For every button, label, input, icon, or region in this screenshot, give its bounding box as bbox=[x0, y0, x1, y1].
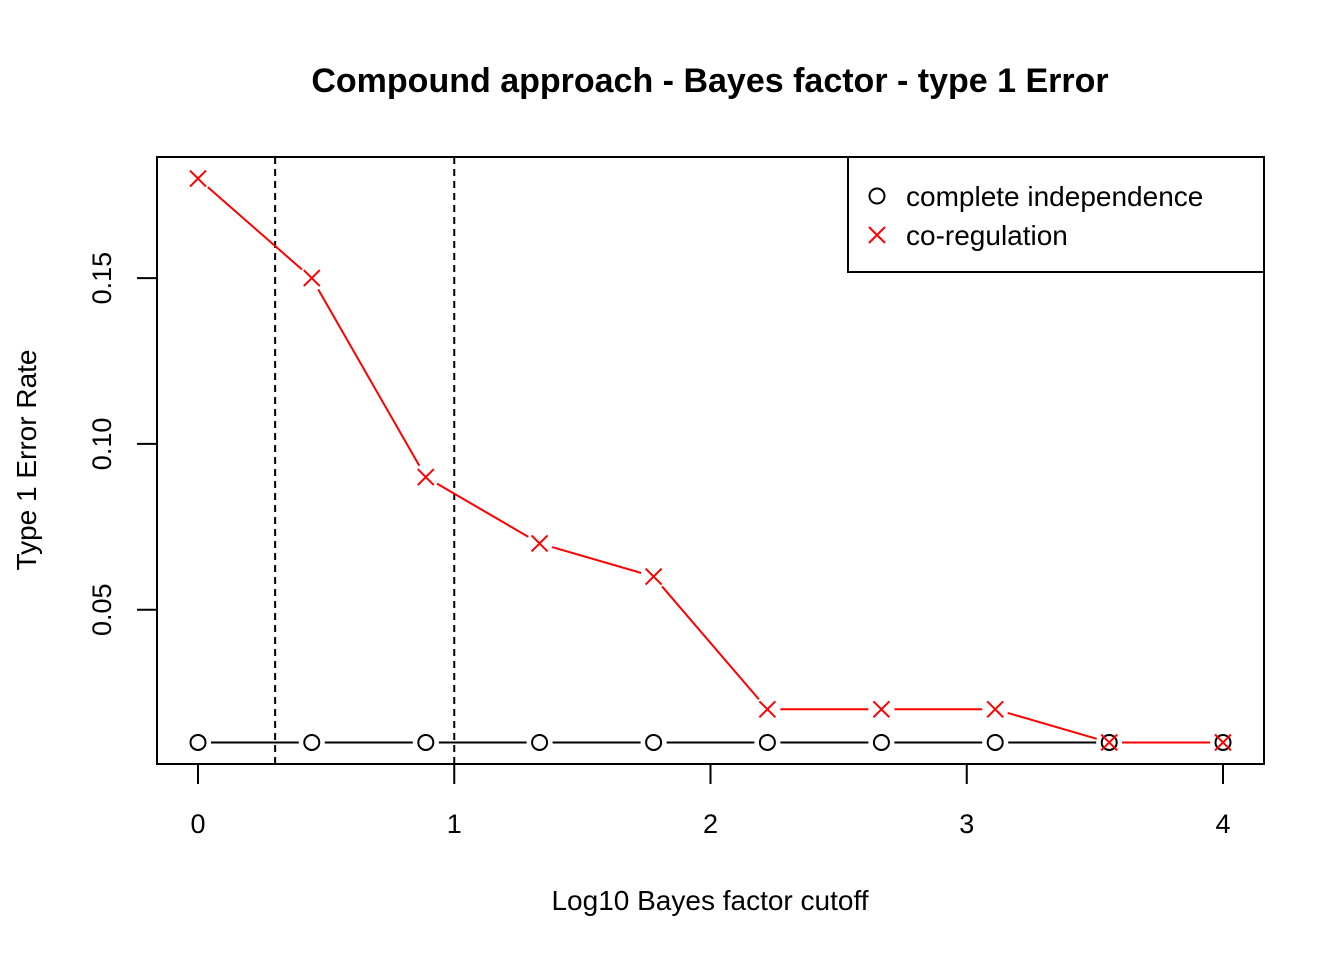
series-0-point bbox=[417, 733, 435, 751]
series-1-segment bbox=[1007, 711, 1098, 740]
legend-marker-complete-independence bbox=[868, 187, 886, 205]
cross-stroke bbox=[1214, 733, 1232, 752]
x-tick-label: 4 bbox=[1215, 809, 1230, 839]
legend-label-complete-independence: complete independence bbox=[906, 181, 1203, 212]
series-1-point bbox=[417, 468, 435, 486]
series-0 bbox=[189, 733, 1232, 751]
y-axis-label: Type 1 Error Rate bbox=[11, 350, 42, 571]
series-1-segment bbox=[551, 546, 642, 574]
cross-stroke bbox=[530, 534, 549, 553]
series-1-point bbox=[530, 534, 549, 553]
legend-box bbox=[847, 156, 1265, 273]
series-0-point bbox=[1214, 733, 1232, 751]
series-1-point bbox=[1100, 733, 1118, 752]
cross-stroke bbox=[189, 169, 207, 188]
series-0-point bbox=[1100, 733, 1118, 751]
series-1-point bbox=[986, 700, 1004, 718]
series-1-point bbox=[758, 700, 777, 718]
series-0-point bbox=[986, 733, 1004, 751]
series-1-segment bbox=[317, 288, 421, 467]
x-tick-label: 0 bbox=[190, 809, 205, 839]
cross-stroke bbox=[872, 700, 891, 718]
series-1-segment bbox=[436, 482, 529, 538]
series-1-segment bbox=[207, 186, 303, 271]
series-1-point bbox=[644, 567, 663, 586]
x-axis-label: Log10 Bayes factor cutoff bbox=[551, 885, 868, 916]
y-axis: 0.05 0.10 0.15 bbox=[87, 252, 158, 636]
series-1 bbox=[189, 169, 1232, 752]
series-1-point bbox=[872, 700, 891, 718]
legend-marker-co-regulation bbox=[868, 226, 886, 244]
cross-stroke bbox=[1100, 733, 1118, 752]
x-tick-label: 2 bbox=[703, 809, 718, 839]
series-0-point bbox=[303, 733, 321, 751]
legend-label-co-regulation: co-regulation bbox=[906, 220, 1068, 251]
chart-title: Compound approach - Bayes factor - type … bbox=[311, 62, 1108, 100]
cross-stroke bbox=[417, 468, 435, 486]
y-tick-label: 0.15 bbox=[87, 252, 117, 305]
y-tick-label: 0.10 bbox=[87, 418, 117, 471]
series-0-point bbox=[872, 733, 890, 751]
series-1-segment bbox=[661, 585, 760, 701]
series-0-point bbox=[645, 733, 663, 751]
series-1-point bbox=[303, 269, 321, 287]
y-tick-label: 0.05 bbox=[87, 583, 117, 636]
series-0-point bbox=[758, 733, 776, 751]
series-layer bbox=[189, 169, 1232, 752]
cross-stroke bbox=[303, 269, 321, 287]
x-tick-label: 1 bbox=[447, 809, 462, 839]
legend: complete independence co-regulation bbox=[847, 156, 1265, 273]
series-0-point bbox=[531, 733, 549, 751]
x-tick-label: 3 bbox=[959, 809, 974, 839]
cross-stroke bbox=[986, 700, 1004, 718]
series-1-point bbox=[1214, 733, 1232, 752]
series-0-point bbox=[189, 733, 207, 751]
series-1-point bbox=[189, 169, 207, 188]
x-axis: 0 1 2 3 4 bbox=[190, 763, 1231, 839]
reference-lines bbox=[274, 157, 456, 764]
cross-stroke bbox=[644, 567, 663, 586]
cross-stroke bbox=[758, 700, 777, 718]
